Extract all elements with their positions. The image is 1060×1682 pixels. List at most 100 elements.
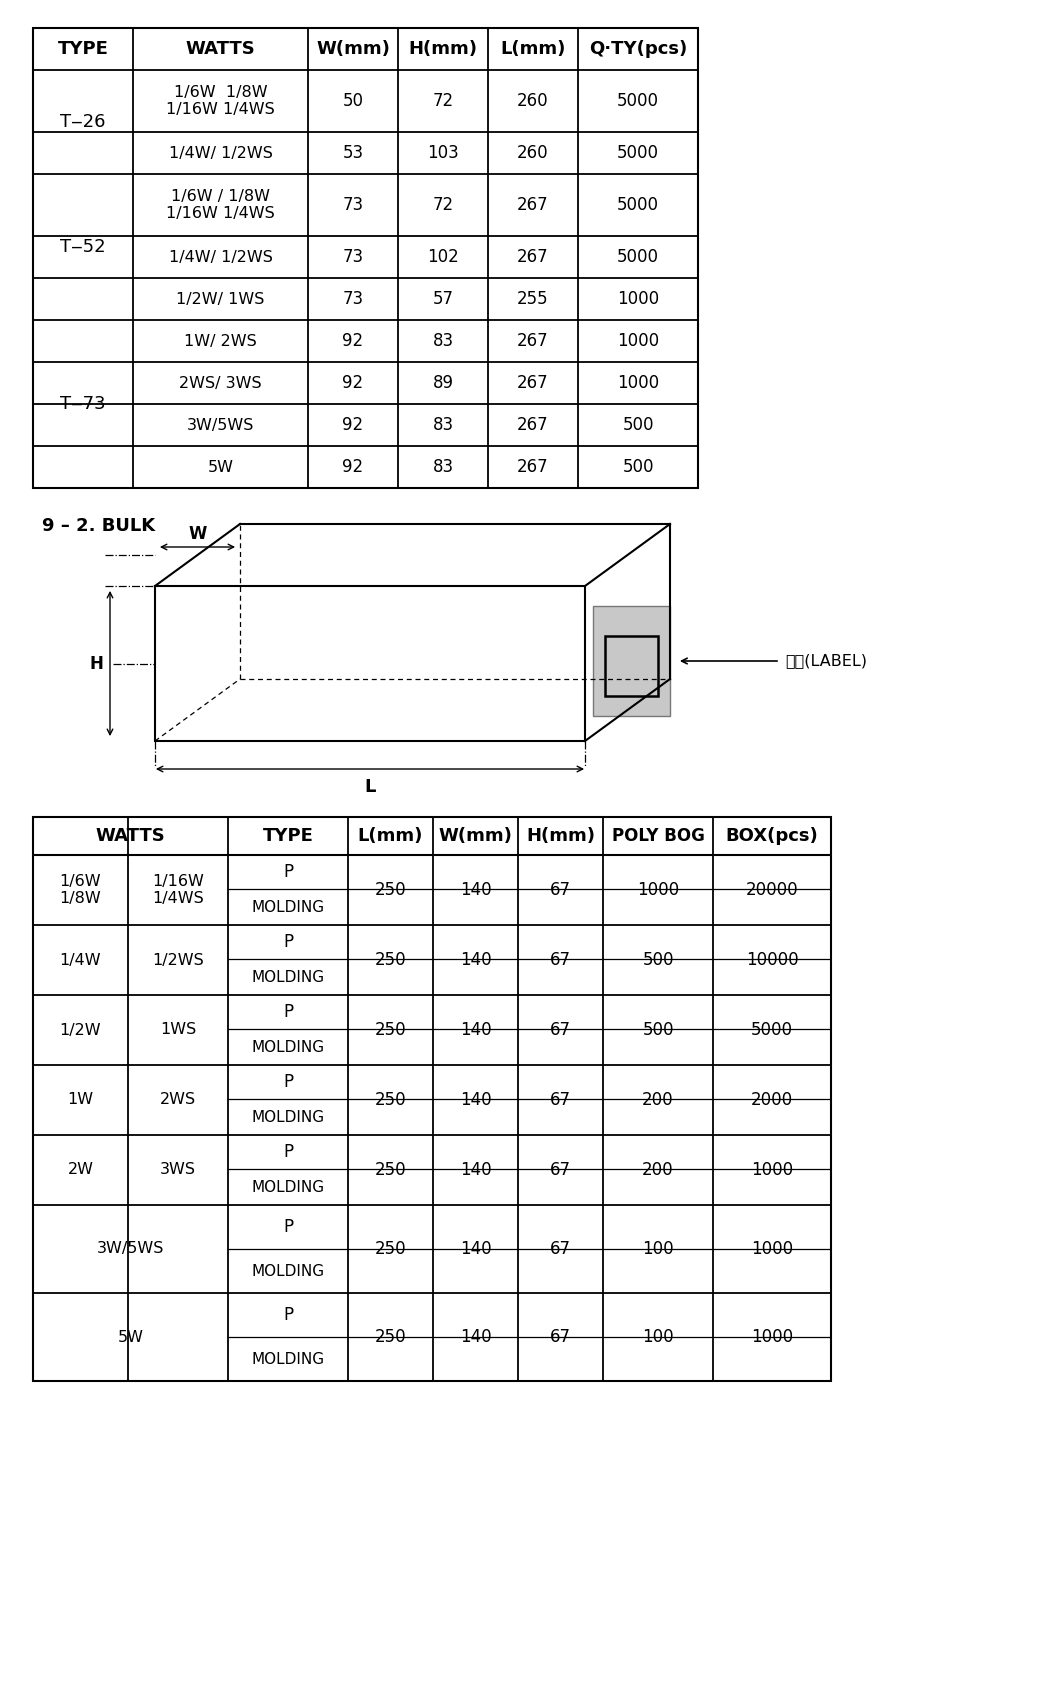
Text: 267: 267 — [517, 247, 549, 266]
Text: 83: 83 — [432, 415, 454, 434]
Text: 73: 73 — [342, 197, 364, 214]
Text: 100: 100 — [642, 1329, 674, 1346]
Text: 250: 250 — [374, 1240, 406, 1258]
Bar — [155, 585, 585, 742]
Text: 1/16W
1/4WS: 1/16W 1/4WS — [152, 875, 204, 907]
Text: 102: 102 — [427, 247, 459, 266]
Text: 1/2W/ 1WS: 1/2W/ 1WS — [176, 291, 265, 306]
Text: MOLDING: MOLDING — [251, 1263, 324, 1278]
Text: 3W/5WS: 3W/5WS — [187, 417, 254, 432]
Text: 250: 250 — [374, 881, 406, 898]
Text: 1000: 1000 — [617, 289, 659, 308]
Text: 267: 267 — [517, 373, 549, 392]
Text: 1WS: 1WS — [160, 1023, 196, 1038]
Text: 67: 67 — [550, 1161, 571, 1179]
Text: 1000: 1000 — [750, 1329, 793, 1346]
Text: 140: 140 — [460, 1092, 492, 1108]
Text: 250: 250 — [374, 950, 406, 969]
Text: 260: 260 — [517, 93, 549, 109]
Text: 1000: 1000 — [617, 331, 659, 350]
Text: P: P — [283, 1218, 293, 1236]
Text: MOLDING: MOLDING — [251, 1352, 324, 1366]
Text: H(mm): H(mm) — [408, 40, 477, 57]
Text: 73: 73 — [342, 289, 364, 308]
Text: 1/6W
1/8W: 1/6W 1/8W — [59, 875, 102, 907]
Text: 73: 73 — [342, 247, 364, 266]
Text: 5000: 5000 — [617, 145, 659, 161]
Text: 67: 67 — [550, 1021, 571, 1039]
Text: 標簽(LABEL): 標簽(LABEL) — [785, 654, 867, 668]
Text: P: P — [283, 1073, 293, 1092]
Text: 200: 200 — [642, 1092, 674, 1108]
Text: P: P — [283, 934, 293, 950]
Text: MOLDING: MOLDING — [251, 969, 324, 984]
Text: 140: 140 — [460, 1329, 492, 1346]
Text: 140: 140 — [460, 1161, 492, 1179]
Text: 500: 500 — [622, 458, 654, 476]
Text: L(mm): L(mm) — [358, 828, 423, 844]
Text: 1/4W: 1/4W — [59, 952, 102, 967]
Bar — [604, 636, 658, 696]
Text: 500: 500 — [642, 1021, 674, 1039]
Text: 67: 67 — [550, 881, 571, 898]
Text: 200: 200 — [642, 1161, 674, 1179]
Text: MOLDING: MOLDING — [251, 1179, 324, 1194]
Text: 3WS: 3WS — [160, 1162, 196, 1177]
Text: H: H — [89, 654, 103, 673]
Text: 250: 250 — [374, 1021, 406, 1039]
Text: 140: 140 — [460, 881, 492, 898]
Text: 267: 267 — [517, 415, 549, 434]
Text: 250: 250 — [374, 1092, 406, 1108]
Text: 50: 50 — [342, 93, 364, 109]
Text: WATTS: WATTS — [186, 40, 255, 57]
Text: 5000: 5000 — [617, 93, 659, 109]
Text: MOLDING: MOLDING — [251, 1039, 324, 1055]
Text: 1W: 1W — [68, 1093, 93, 1107]
Text: L(mm): L(mm) — [500, 40, 566, 57]
Text: T‒26: T‒26 — [60, 113, 106, 131]
Text: 67: 67 — [550, 1329, 571, 1346]
Text: 92: 92 — [342, 331, 364, 350]
Bar — [33, 29, 697, 488]
Text: 103: 103 — [427, 145, 459, 161]
Text: 5000: 5000 — [617, 197, 659, 214]
Text: P: P — [283, 1002, 293, 1021]
Text: P: P — [283, 1144, 293, 1161]
Text: Q·TY(pcs): Q·TY(pcs) — [589, 40, 687, 57]
Text: BOX(pcs): BOX(pcs) — [726, 828, 818, 844]
Text: 500: 500 — [622, 415, 654, 434]
Text: W: W — [189, 525, 207, 543]
Text: 10000: 10000 — [745, 950, 798, 969]
Text: 140: 140 — [460, 1240, 492, 1258]
Text: W(mm): W(mm) — [316, 40, 390, 57]
Text: 1/2W: 1/2W — [59, 1023, 102, 1038]
Text: TYPE: TYPE — [57, 40, 108, 57]
Text: 1/6W / 1/8W
1/16W 1/4WS: 1/6W / 1/8W 1/16W 1/4WS — [166, 188, 275, 222]
Text: 500: 500 — [642, 950, 674, 969]
Text: 92: 92 — [342, 458, 364, 476]
Text: 1/2WS: 1/2WS — [153, 952, 204, 967]
Text: 5000: 5000 — [750, 1021, 793, 1039]
Text: T‒52: T‒52 — [60, 237, 106, 256]
Text: 3W/5WS: 3W/5WS — [96, 1241, 164, 1256]
Bar — [593, 606, 670, 717]
Text: 1000: 1000 — [637, 881, 679, 898]
Text: 267: 267 — [517, 458, 549, 476]
Text: 67: 67 — [550, 950, 571, 969]
Text: 72: 72 — [432, 197, 454, 214]
Text: 140: 140 — [460, 950, 492, 969]
Text: 1W/ 2WS: 1W/ 2WS — [184, 333, 257, 348]
Text: 1000: 1000 — [617, 373, 659, 392]
Text: 1/4W/ 1/2WS: 1/4W/ 1/2WS — [169, 146, 272, 160]
Text: 5W: 5W — [208, 459, 233, 474]
Text: 53: 53 — [342, 145, 364, 161]
Text: 92: 92 — [342, 373, 364, 392]
Text: 1/4W/ 1/2WS: 1/4W/ 1/2WS — [169, 249, 272, 264]
Text: POLY BOG: POLY BOG — [612, 828, 705, 844]
Text: 100: 100 — [642, 1240, 674, 1258]
Text: P: P — [283, 863, 293, 881]
Text: H(mm): H(mm) — [526, 828, 595, 844]
Text: 83: 83 — [432, 458, 454, 476]
Text: 255: 255 — [517, 289, 549, 308]
Text: 1/6W  1/8W
1/16W 1/4WS: 1/6W 1/8W 1/16W 1/4WS — [166, 84, 275, 118]
